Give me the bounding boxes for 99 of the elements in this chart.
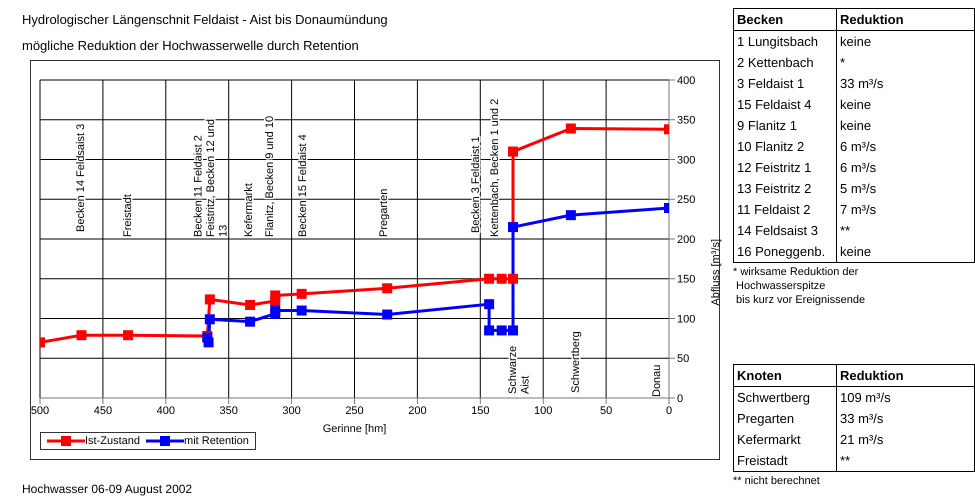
x-tick-label: 350 (220, 404, 238, 417)
text: 2 Kettenbach (734, 52, 836, 73)
point (123, 330, 134, 340)
point (566, 210, 576, 220)
point (382, 310, 392, 320)
text: 5 m³/s (836, 178, 974, 199)
point (204, 294, 215, 304)
text: 7 m³/s (836, 199, 974, 220)
text: 33 m³/s (836, 408, 974, 429)
y-tick-label: 250 (677, 194, 696, 206)
y-tick-label: 400 (677, 74, 696, 87)
text: Reduktion (836, 8, 974, 30)
y-tick-label: 300 (677, 154, 696, 166)
y-tick-label: 0 (677, 392, 684, 405)
point (508, 222, 518, 232)
x-tick-label: 100 (534, 404, 552, 417)
x-tick-label: 300 (282, 404, 301, 417)
x-axis-title: Gerinne [hm] (322, 423, 386, 435)
text: Becken (734, 8, 836, 30)
x-tick-label: 450 (94, 404, 112, 417)
y-tick-label: 150 (677, 274, 696, 286)
text: keine (836, 30, 974, 52)
text: 16 Poneggenb. (734, 241, 836, 262)
annotation: Becken 14 Feldsaist 3 (75, 124, 87, 232)
text: 21 m³/s (836, 429, 974, 450)
point (270, 290, 280, 300)
y-tick-label: 100 (677, 313, 696, 326)
x-tick-label: 400 (156, 404, 175, 417)
text: ** nicht berechnet (733, 474, 821, 488)
point (484, 299, 494, 310)
annotation: Freistadt (122, 194, 134, 237)
point (245, 300, 256, 310)
text: 10 Flanitz 2 (734, 136, 836, 157)
point (204, 337, 214, 348)
text: 9 Flanitz 1 (734, 115, 836, 136)
annotation: Donau (651, 364, 663, 397)
text: 14 Feldsaist 3 (734, 220, 836, 241)
text: keine (836, 115, 974, 136)
y-tick-label: 200 (677, 234, 696, 246)
point (508, 274, 518, 284)
y-tick-label: 50 (677, 353, 690, 366)
text: 1 Lungitsbach (734, 30, 836, 52)
y-tick-label: 350 (677, 114, 696, 127)
x-tick-label: 0 (666, 404, 672, 417)
text: Knoten (734, 364, 836, 386)
y-axis-title: Abfluss [m³/s] (710, 239, 722, 306)
text: 109 m³/s (836, 386, 974, 408)
text: ** (836, 220, 974, 241)
point (508, 325, 518, 336)
point (76, 330, 87, 340)
point (484, 325, 494, 336)
text: keine (836, 241, 974, 262)
annotation: Flanitz, Becken 9 und 10 (264, 116, 276, 237)
x-tick-label: 150 (471, 404, 490, 417)
annotation: Kettenbach, Becken 1 und 2 (489, 98, 501, 237)
legend-label: Ist-Zustand (85, 435, 140, 447)
text: Hochwasser 06-09 August 2002 (22, 482, 192, 496)
text: keine (836, 94, 974, 115)
text: Freistadt (734, 450, 836, 472)
annotation: Kefermarkt (243, 183, 255, 237)
chart-subtitle: mögliche Reduktion der Hochwasserwelle durch Retention (22, 38, 359, 53)
chart-title: Hydrologischer Längenschnit Feldaist - Aist bis Donaumündung (22, 12, 388, 27)
annotation: Becken 11 Feldaist 2 Feistritz, Becken 12 und 13 (192, 118, 230, 237)
annotation: Schwertberg (570, 331, 582, 393)
text: Pregarten (734, 408, 836, 429)
annotation: Becken 3 Feldaist 1 (470, 136, 482, 233)
text: 13 Feistritz 2 (734, 178, 836, 199)
text: 3 Feldaist 1 (734, 73, 836, 94)
text: * wirksame Reduktion der Hochwasserspitze bis kurz vor Ereignissende (733, 265, 866, 307)
point (484, 274, 494, 284)
text: 12 Feistritz 1 (734, 157, 836, 178)
text: * (836, 52, 974, 73)
point (245, 316, 256, 327)
x-tick-label: 50 (600, 404, 612, 417)
legend-label: mit Retention (184, 435, 249, 447)
point (496, 325, 507, 336)
text: 33 m³/s (836, 73, 974, 94)
point (296, 306, 307, 316)
point (496, 274, 507, 284)
text: Kefermarkt (734, 429, 836, 450)
annotation: Schwarze Aist (506, 346, 532, 394)
annotation: Becken 15 Feldaist 4 (297, 134, 309, 237)
text: ** (836, 450, 974, 472)
text: 15 Feldaist 4 (734, 94, 836, 115)
point (382, 283, 392, 294)
text: Schwertberg (734, 386, 836, 408)
point (204, 314, 215, 324)
x-tick-label: 200 (408, 404, 427, 417)
point (270, 306, 280, 316)
text: 6 m³/s (836, 136, 974, 157)
annotation: Pregarten (378, 188, 390, 237)
text: Reduktion (836, 364, 974, 386)
x-tick-label: 500 (30, 404, 50, 417)
point (296, 288, 307, 299)
text: 11 Feldaist 2 (734, 199, 836, 220)
x-tick-label: 250 (345, 404, 364, 417)
point (566, 123, 576, 134)
point (508, 146, 518, 157)
text: 6 m³/s (836, 157, 974, 178)
